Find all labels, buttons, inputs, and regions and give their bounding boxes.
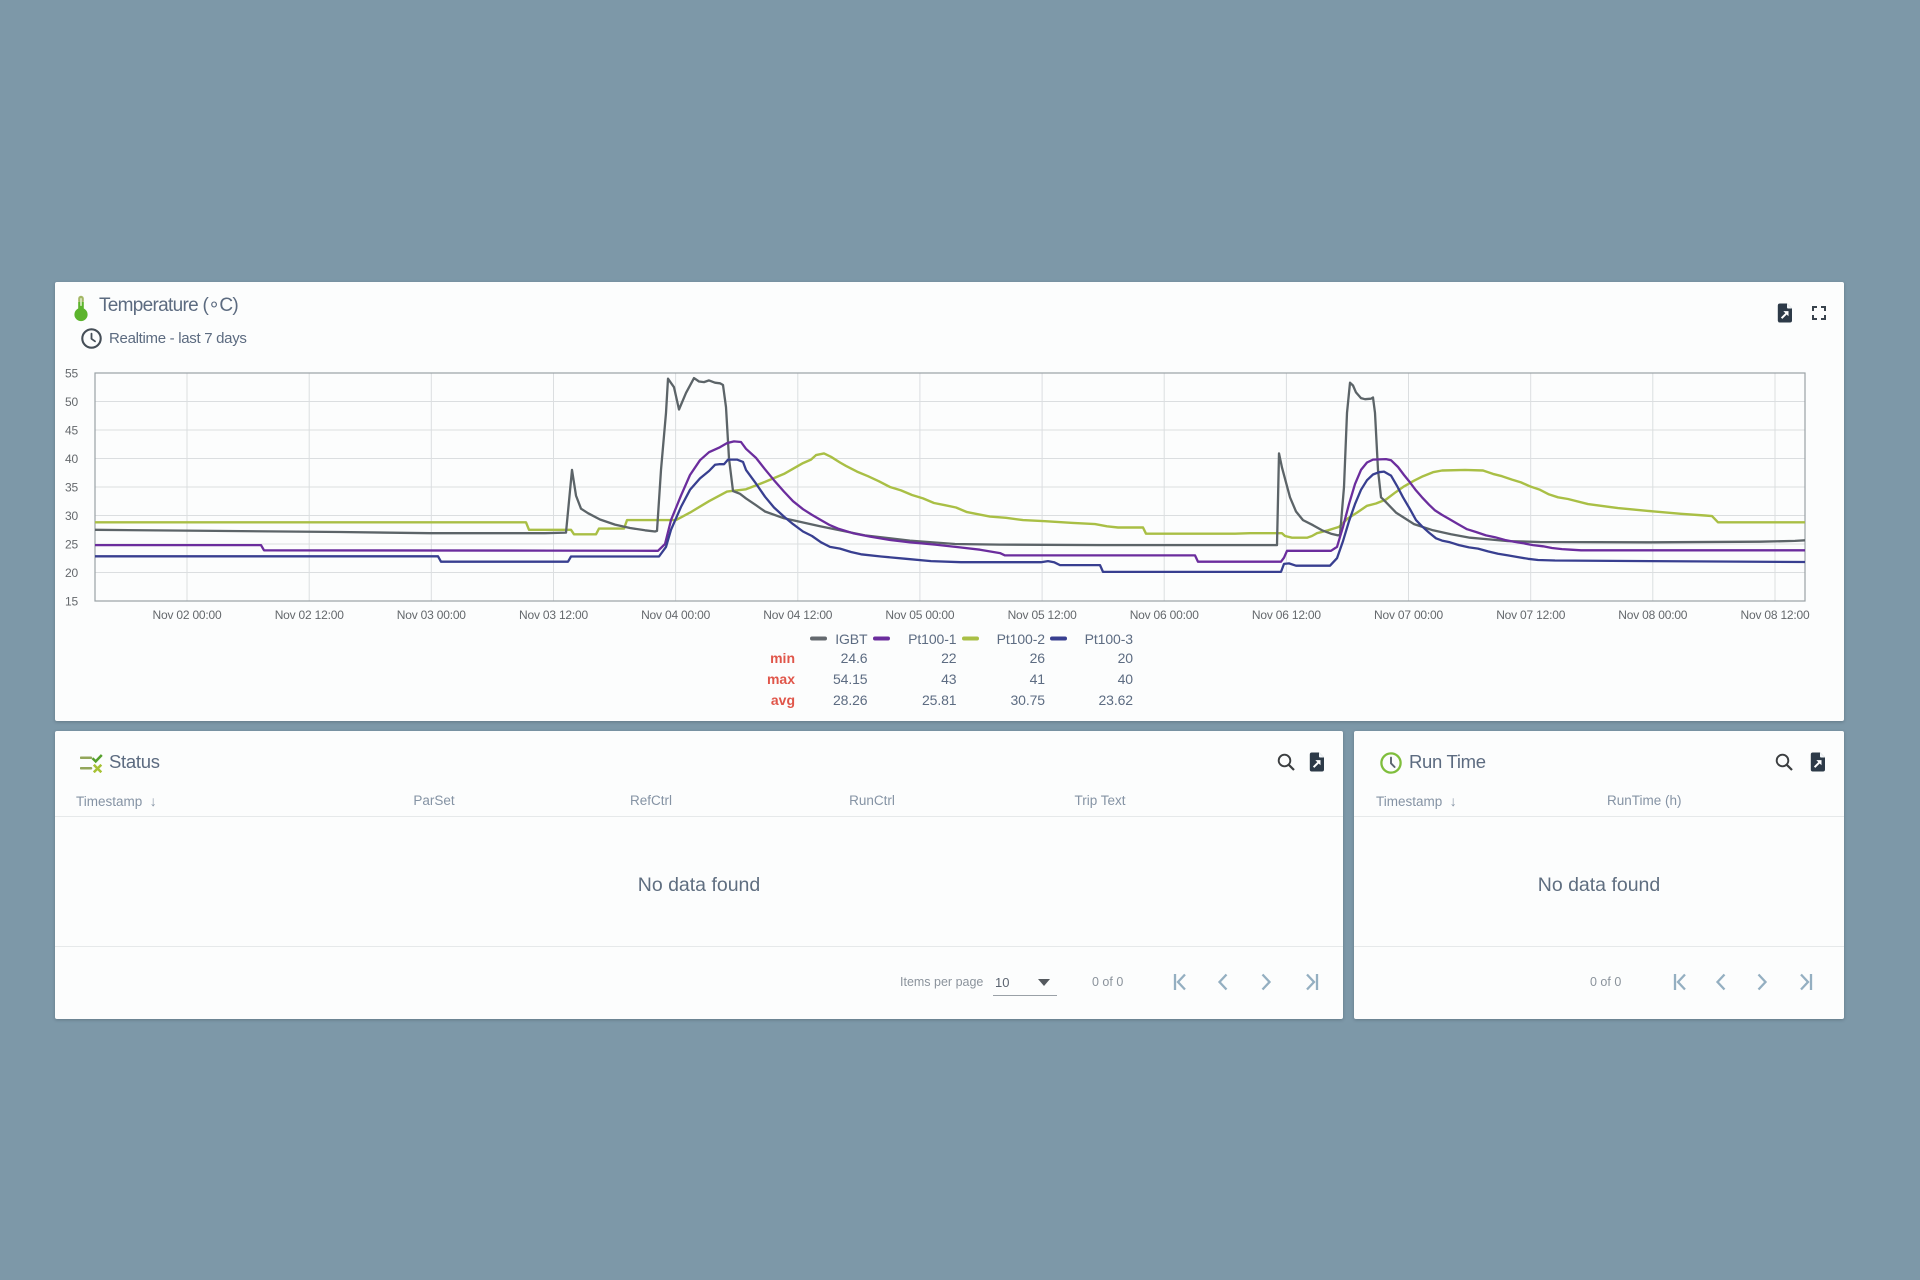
svg-text:41: 41	[1030, 671, 1046, 687]
svg-text:22: 22	[941, 650, 957, 666]
svg-text:20: 20	[1118, 650, 1134, 666]
svg-text:40: 40	[1118, 671, 1134, 687]
svg-text:30.75: 30.75	[1010, 692, 1045, 708]
svg-text:Nov 06 12:00: Nov 06 12:00	[1252, 608, 1322, 622]
svg-text:43: 43	[941, 671, 957, 687]
svg-text:30: 30	[65, 509, 78, 523]
svg-text:25: 25	[65, 538, 78, 552]
svg-text:Pt100-2: Pt100-2	[997, 631, 1046, 647]
svg-text:25.81: 25.81	[922, 692, 957, 708]
svg-text:54.15: 54.15	[833, 671, 868, 687]
svg-text:IGBT: IGBT	[835, 631, 868, 647]
svg-text:35: 35	[65, 481, 78, 495]
svg-text:Nov 05 00:00: Nov 05 00:00	[885, 608, 955, 622]
svg-text:Nov 07 12:00: Nov 07 12:00	[1496, 608, 1566, 622]
svg-text:23.62: 23.62	[1098, 692, 1133, 708]
svg-text:Nov 07 00:00: Nov 07 00:00	[1374, 608, 1444, 622]
svg-text:Pt100-1: Pt100-1	[908, 631, 957, 647]
svg-text:Nov 03 12:00: Nov 03 12:00	[519, 608, 589, 622]
svg-text:min: min	[770, 650, 795, 666]
svg-text:Nov 08 00:00: Nov 08 00:00	[1618, 608, 1688, 622]
svg-text:Nov 02 12:00: Nov 02 12:00	[275, 608, 345, 622]
svg-text:Nov 06 00:00: Nov 06 00:00	[1130, 608, 1200, 622]
svg-text:Nov 02 00:00: Nov 02 00:00	[153, 608, 223, 622]
svg-text:20: 20	[65, 566, 78, 580]
svg-text:50: 50	[65, 395, 78, 409]
svg-text:avg: avg	[771, 692, 795, 708]
svg-text:Nov 08 12:00: Nov 08 12:00	[1741, 608, 1811, 622]
svg-text:55: 55	[65, 367, 78, 381]
svg-text:15: 15	[65, 595, 78, 609]
svg-text:28.26: 28.26	[833, 692, 868, 708]
svg-text:26: 26	[1030, 650, 1046, 666]
svg-text:45: 45	[65, 424, 78, 438]
svg-text:Nov 05 12:00: Nov 05 12:00	[1008, 608, 1078, 622]
svg-text:max: max	[767, 671, 795, 687]
svg-text:24.6: 24.6	[841, 650, 868, 666]
svg-text:Nov 03 00:00: Nov 03 00:00	[397, 608, 467, 622]
svg-text:Nov 04 12:00: Nov 04 12:00	[763, 608, 833, 622]
svg-text:40: 40	[65, 452, 78, 466]
svg-text:Pt100-3: Pt100-3	[1085, 631, 1134, 647]
svg-text:Nov 04 00:00: Nov 04 00:00	[641, 608, 711, 622]
